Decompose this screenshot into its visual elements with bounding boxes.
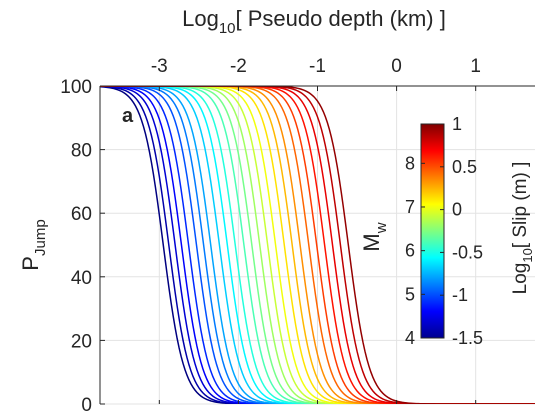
colorbar: 4 5 6 7 8 -1.5 -1 -0.5 0 0.5 1 Mw Log10[ Slip (m) … [359,114,535,348]
colorbar-right-tick-label: 0 [452,200,462,220]
colorbar-left-tick-label: 4 [405,328,415,348]
series-line [100,86,535,404]
series-line [100,86,535,404]
colorbar-right-tick-label: -1 [452,285,468,305]
y-tick-label: 80 [71,141,92,162]
colorbar-left-tick-label: 7 [405,197,415,217]
y-tick-label: 20 [71,331,92,352]
series-line [100,86,535,404]
colorbar-right-tick-label: -0.5 [452,242,483,262]
colorbar-right-tick-label: 0.5 [452,157,477,177]
colorbar-left-tick-label: 5 [405,284,415,304]
series-line [100,86,535,404]
x-axis-title: Log10[ Pseudo depth (km) ] [182,6,446,37]
series-line [100,86,535,404]
series-line [100,86,535,404]
y-tick-label: 60 [71,204,92,225]
colorbar-right-tick-label: 1 [452,114,462,134]
series-line [100,86,535,404]
y-tick-label: 0 [81,395,92,416]
colorbar-left-label: Mw [359,222,390,251]
series-line [100,86,535,404]
colorbar-gradient [420,123,445,339]
x-tick-label: -3 [151,56,168,77]
series-line [100,86,535,404]
series-line [100,86,535,404]
series-line [100,86,535,404]
colorbar-right-tick-label: -1.5 [452,328,483,348]
panel-label: a [122,105,134,127]
series-line [100,86,535,404]
series-line [100,86,535,404]
x-tick-label: 1 [470,56,481,77]
y-tick-label: 40 [71,268,92,289]
x-tick-label: 0 [391,56,402,77]
y-tick-label: 100 [60,77,92,98]
colorbar-left-tick-label: 8 [405,153,415,173]
colorbar-left-tick-label: 6 [405,241,415,261]
series-line [100,86,535,404]
y-axis-title: PJump [18,219,49,270]
x-tick-label: -1 [309,56,326,77]
colorbar-right-label: Log10[ Slip (m) ] [510,162,535,295]
x-tick-label: -2 [230,56,247,77]
series-line [100,86,535,404]
